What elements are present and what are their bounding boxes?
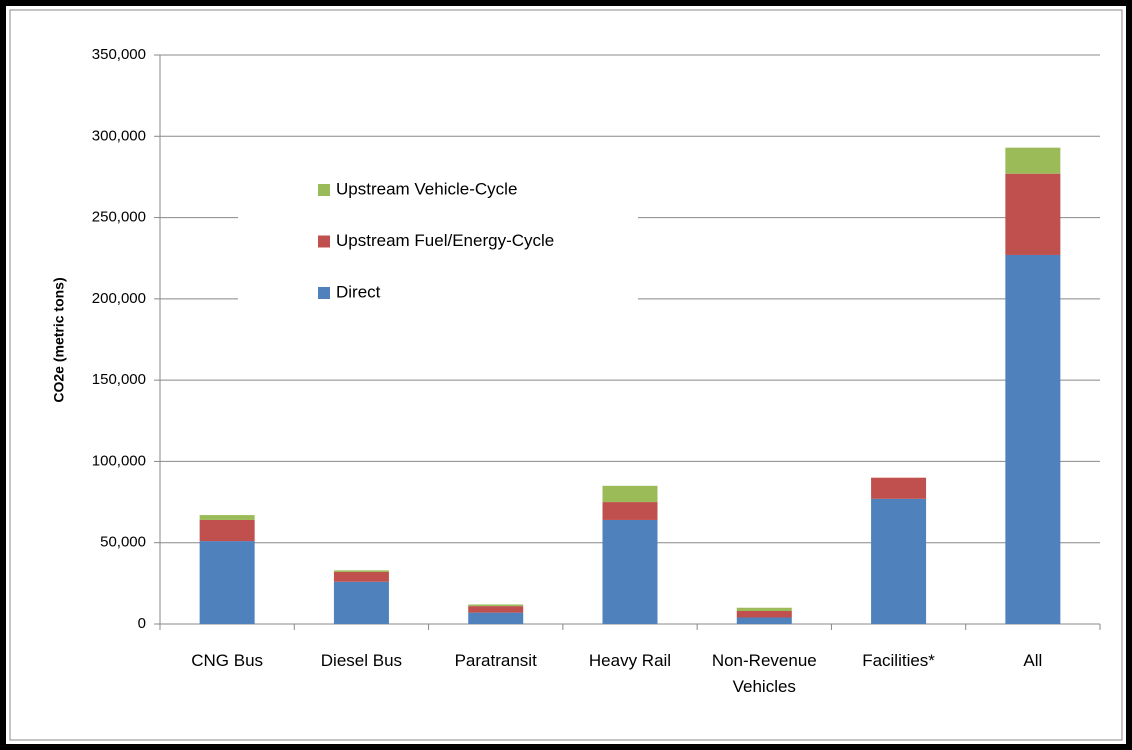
bar-segment (333, 581, 389, 624)
bar-segment (871, 498, 927, 624)
y-tick-label: 150,000 (92, 371, 146, 388)
legend-swatch (318, 235, 330, 248)
bar-segment (736, 607, 792, 611)
legend-label: Direct (336, 282, 381, 301)
bar-segment (1005, 254, 1061, 624)
legend-label: Upstream Vehicle-Cycle (336, 179, 517, 198)
bar-segment (333, 571, 389, 582)
y-tick-label: 100,000 (92, 452, 146, 469)
bar-segment (871, 477, 927, 499)
x-tick-label: Heavy Rail (588, 651, 672, 670)
bar-segment (1005, 173, 1061, 255)
bar-segment (199, 541, 255, 624)
bar-segment (602, 519, 658, 624)
bar-segment (468, 604, 524, 607)
y-tick-label: 50,000 (100, 534, 146, 551)
bar-segment (199, 519, 255, 542)
bar-segment (333, 570, 389, 572)
legend-swatch (318, 184, 330, 196)
y-axis-label: CO2e (metric tons) (51, 277, 67, 402)
x-tick-label: CNG Bus (191, 651, 264, 670)
legend-swatch (318, 287, 330, 299)
x-tick-label: Paratransit (454, 651, 537, 670)
x-tick-label: Non-Revenue Vehicles (711, 651, 817, 696)
bar-segment (1005, 147, 1061, 174)
y-tick-label: 0 (138, 615, 146, 632)
bar-segment (736, 610, 792, 618)
bar-segment (468, 606, 524, 613)
bar-segment (468, 612, 524, 624)
bar-segment (199, 515, 255, 520)
x-tick-label: Diesel Bus (320, 651, 403, 670)
bar-segment (602, 502, 658, 520)
x-tick-label: All (1023, 651, 1043, 670)
y-tick-label: 250,000 (92, 209, 146, 226)
inner-frame (9, 9, 1123, 741)
legend-background (238, 170, 638, 315)
y-tick-label: 300,000 (92, 127, 146, 144)
y-tick-label: 200,000 (92, 290, 146, 307)
y-tick-label: 350,000 (92, 46, 146, 63)
legend-label: Upstream Fuel/Energy-Cycle (336, 231, 554, 250)
bar-segment (602, 485, 658, 503)
x-tick-label: Facilities* (862, 651, 935, 670)
bar-segment (736, 617, 792, 624)
